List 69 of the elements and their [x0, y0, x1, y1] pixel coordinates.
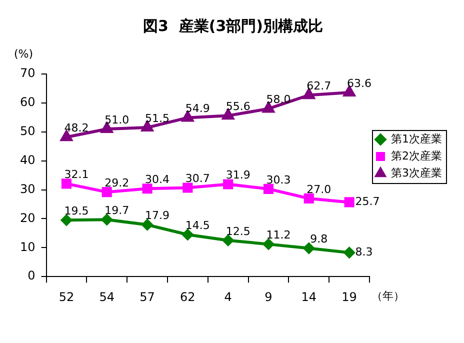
data-label: 48.2: [64, 121, 89, 134]
data-label: 30.3: [266, 173, 291, 186]
point: [343, 86, 356, 97]
point: [182, 111, 194, 122]
data-label: 58.0: [266, 93, 291, 106]
y-tick-label: 70: [20, 66, 36, 80]
x-tick-label: 52: [58, 290, 74, 304]
point: [60, 214, 72, 226]
data-label: 14.5: [185, 218, 210, 232]
data-label: 63.6: [347, 76, 372, 90]
x-axis-title: （年）: [372, 289, 404, 302]
point: [142, 219, 153, 230]
legend-label: 第3次産業: [391, 166, 442, 180]
y-tick-label: 40: [20, 152, 36, 167]
x-tick-label: 4: [224, 290, 232, 304]
point: [141, 121, 154, 132]
data-label: 30.7: [185, 172, 210, 186]
point: [142, 184, 152, 194]
y-tick-label: 30: [20, 182, 36, 196]
point: [303, 88, 315, 100]
point: [182, 182, 193, 193]
y-axis-title: (%): [14, 47, 34, 60]
point: [223, 179, 234, 190]
data-label: 12.5: [226, 224, 250, 238]
x-tick-label: 19: [342, 290, 357, 304]
x-tick-label: 9: [264, 290, 272, 304]
point: [262, 238, 274, 250]
y-tick-label: 50: [20, 124, 36, 138]
x-tick-label: 14: [301, 290, 317, 304]
chart-title: 図3 産業(3部門)別構成比: [142, 16, 324, 35]
data-label: 51.0: [104, 113, 130, 126]
point: [263, 184, 274, 194]
data-label: 11.2: [266, 228, 291, 242]
data-label: 62.7: [306, 79, 332, 92]
x-tick-label: 54: [99, 290, 115, 304]
data-label: 51.5: [145, 112, 170, 125]
data-label: 9.8: [310, 232, 328, 246]
x-tick-label: 62: [180, 290, 196, 304]
data-label: 54.9: [185, 102, 210, 116]
y-tick-label: 0: [28, 268, 36, 283]
data-label: 19.7: [104, 204, 130, 217]
data-label: 17.9: [145, 209, 170, 222]
y-tick-label: 10: [20, 240, 36, 254]
y-tick-label: 60: [20, 95, 36, 110]
point: [102, 187, 112, 198]
point: [61, 178, 72, 189]
data-label: 55.6: [226, 100, 250, 114]
data-label: 29.2: [104, 176, 130, 190]
y-tick-label: 20: [20, 210, 36, 225]
x-tick-label: 57: [140, 290, 155, 304]
data-label: 19.5: [64, 204, 89, 218]
data-label: 30.4: [145, 172, 170, 186]
point: [101, 214, 112, 226]
point: [262, 102, 274, 113]
data-label: 25.7: [355, 195, 380, 208]
data-label: 32.1: [64, 168, 89, 182]
legend-label: 第1次産業: [391, 132, 442, 146]
point: [60, 130, 72, 142]
point: [303, 242, 314, 254]
legend-label: 第2次産業: [391, 149, 442, 162]
data-label: 8.3: [355, 245, 373, 258]
point: [344, 197, 354, 208]
point: [222, 109, 234, 120]
point: [182, 229, 194, 240]
point: [222, 234, 234, 246]
point: [344, 247, 355, 258]
data-label: 27.0: [306, 182, 332, 196]
point: [304, 193, 314, 204]
data-label: 31.9: [226, 168, 250, 182]
